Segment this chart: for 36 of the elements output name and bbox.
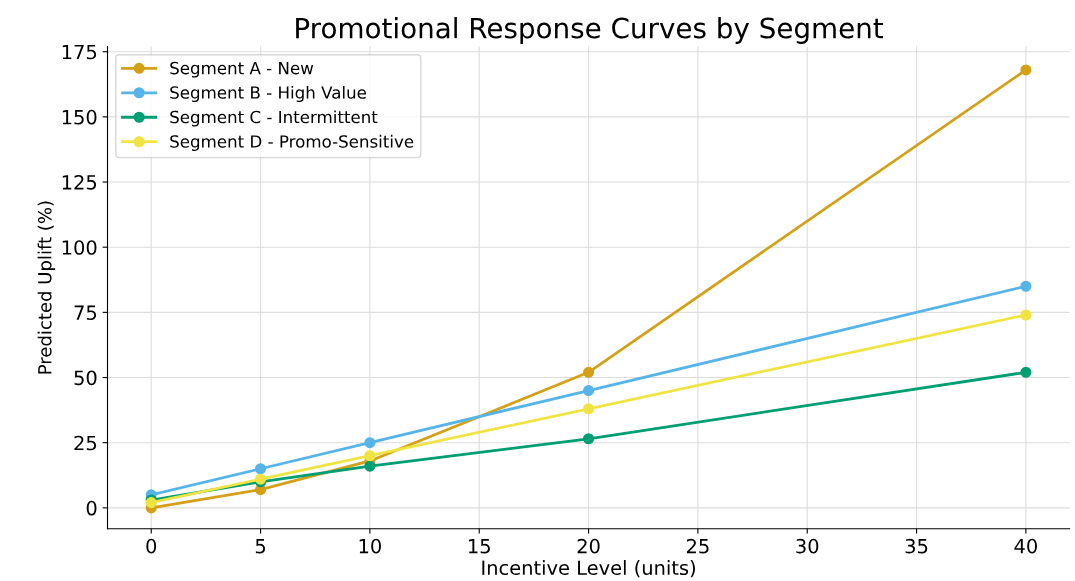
point <box>364 460 376 472</box>
y-tick-label: 100 <box>62 240 97 255</box>
x-tick-label: 20 <box>577 538 600 554</box>
point <box>255 463 267 475</box>
point <box>1020 64 1032 76</box>
point <box>583 385 595 397</box>
y-tick-label: 50 <box>74 370 97 386</box>
x-tick-label: 15 <box>468 539 490 554</box>
x-tick-label: 5 <box>255 539 266 554</box>
legend-label: Segment A - New <box>170 61 314 78</box>
x-tick-label: 30 <box>796 538 819 554</box>
legend-label: Segment B - High Value <box>170 85 366 103</box>
x-tick-label: 10 <box>359 538 381 554</box>
y-tick-label: 125 <box>62 174 97 190</box>
point <box>364 437 376 449</box>
y-tick-label: 150 <box>62 109 97 125</box>
y-tick-label: 175 <box>62 44 97 60</box>
x-tick-label: 25 <box>686 538 709 554</box>
x-axis-title: Incentive Level (units) <box>482 560 695 578</box>
point <box>1020 366 1032 378</box>
point <box>583 433 595 445</box>
x-tick-label: 0 <box>146 538 157 554</box>
y-axis-title: Predicted Uplift (%) <box>37 201 56 374</box>
point <box>1020 280 1032 292</box>
point <box>1020 309 1032 321</box>
point <box>583 403 595 415</box>
point <box>364 450 376 462</box>
y-tick-label: 25 <box>74 435 97 451</box>
legend-label: Segment D - Promo-Sensitive <box>170 134 414 151</box>
point <box>583 366 595 378</box>
chart-title: Promotional Response Curves by Segment <box>296 17 884 44</box>
x-tick-label: 35 <box>905 538 928 554</box>
y-tick-label: 0 <box>86 500 97 516</box>
y-tick-label: 75 <box>74 305 97 321</box>
legend-label: Segment C - Intermittent <box>170 110 378 127</box>
x-tick-label: 40 <box>1014 538 1037 554</box>
